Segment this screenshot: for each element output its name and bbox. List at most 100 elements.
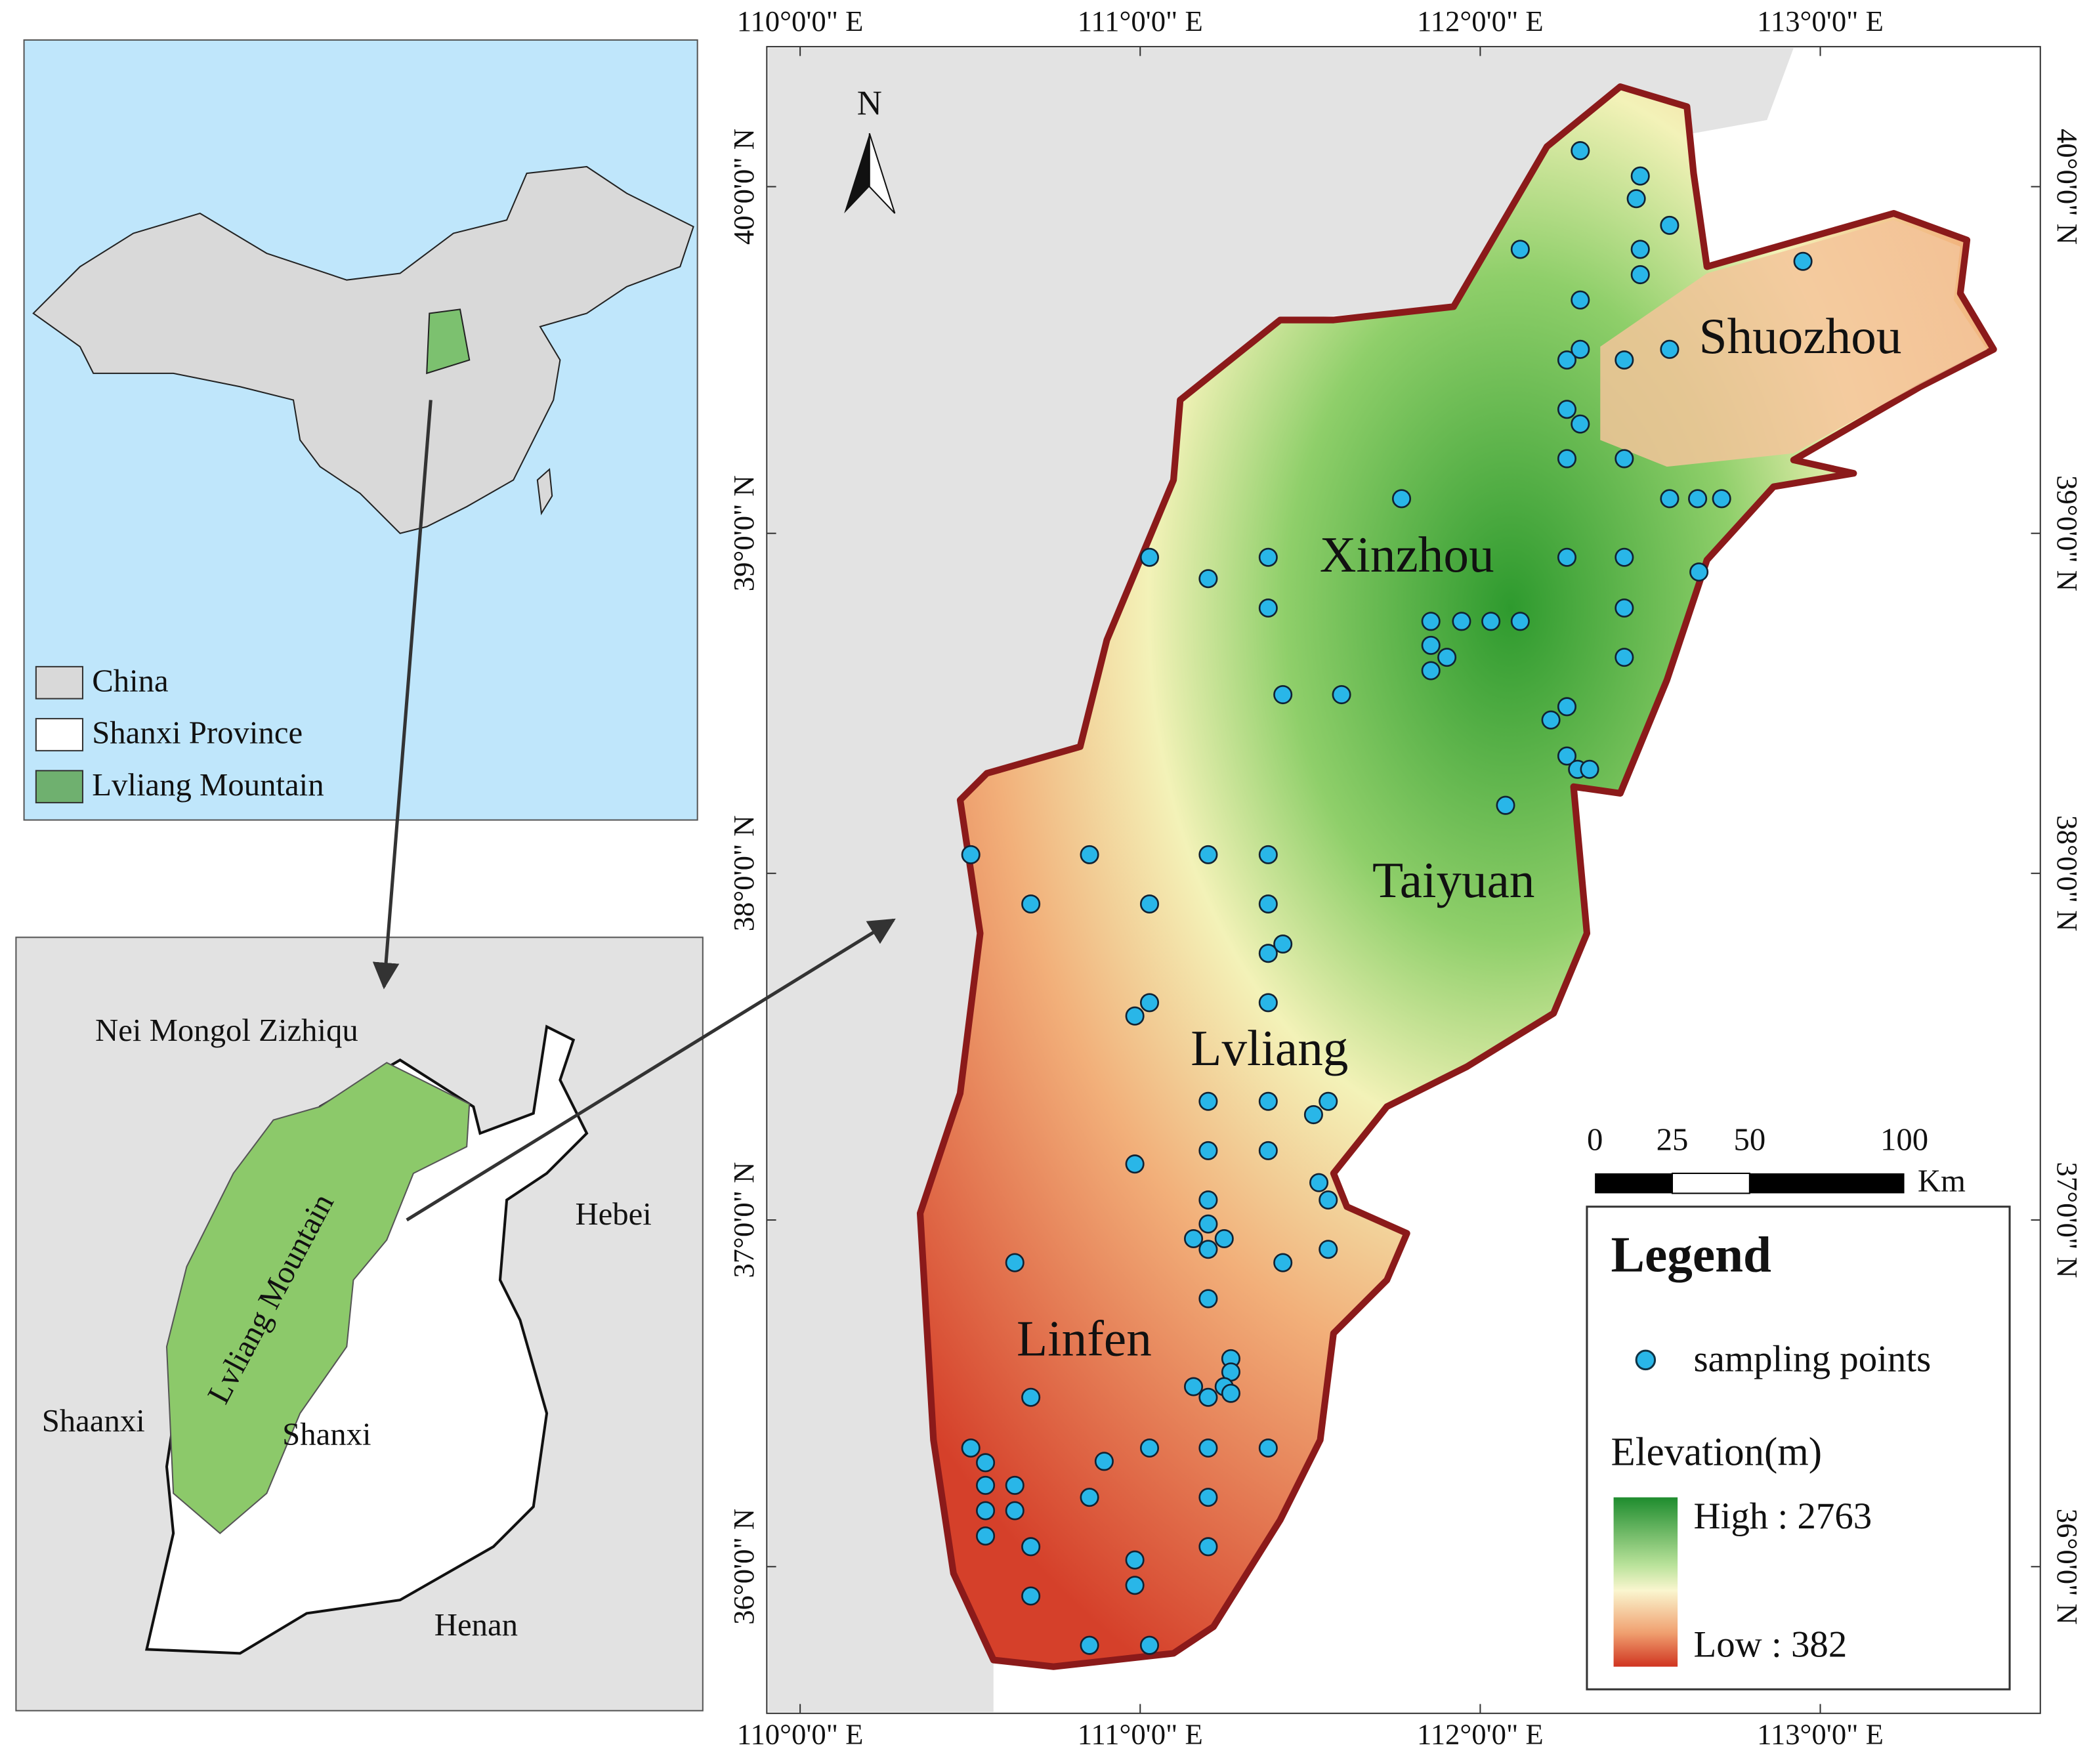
legend-text: Low : 382 [1693, 1624, 1847, 1665]
sampling-point [1258, 1141, 1278, 1160]
sampling-point [1125, 1576, 1145, 1595]
sampling-point [1557, 350, 1576, 370]
sampling-point [1139, 1635, 1160, 1655]
sampling-point [1332, 685, 1351, 705]
sampling-point [1660, 339, 1679, 359]
taiwan-shape [536, 468, 553, 516]
sampling-point [1139, 894, 1160, 914]
sampling-point [1125, 1550, 1145, 1570]
scale-unit: Km [1918, 1163, 1966, 1198]
city-label: Taiyuan [1372, 852, 1535, 908]
axis-label: 37°0'0" N [2051, 1162, 2084, 1278]
elevation-ramp [1613, 1497, 1678, 1667]
sampling-point [1021, 1537, 1041, 1557]
sampling-point [1615, 350, 1634, 370]
sampling-point [1198, 845, 1218, 864]
sampling-point [1221, 1383, 1240, 1403]
inset-legend-text: Shanxi Province [92, 715, 303, 751]
sampling-point [1626, 189, 1646, 209]
sampling-point [1437, 648, 1457, 667]
legend-swatch [35, 770, 83, 804]
sampling-point [1630, 240, 1650, 259]
sampling-point [1660, 489, 1679, 509]
region-label: Shaanxi [42, 1403, 145, 1438]
sampling-point [1198, 1387, 1218, 1407]
inset-legend-text: China [92, 663, 168, 698]
legend-point [1635, 1349, 1657, 1371]
sampling-point [1319, 1190, 1338, 1210]
axis-label: 39°0'0" N [2051, 475, 2084, 591]
legend-swatch [35, 665, 83, 700]
sampling-point [1258, 1438, 1278, 1458]
legend-title: Legend [1611, 1227, 1772, 1283]
sampling-point [1793, 251, 1813, 271]
sampling-point [1198, 1289, 1218, 1309]
scale-bar [1595, 1173, 1672, 1194]
axis-label: 112°0'0" E [1417, 1718, 1544, 1751]
sampling-point [1080, 845, 1099, 864]
sampling-point [1258, 894, 1278, 914]
neighbor-area [768, 48, 1794, 1712]
axis-label: 36°0'0" N [727, 1509, 760, 1625]
sampling-point [1510, 612, 1530, 631]
sampling-point [1021, 894, 1041, 914]
sampling-point [1005, 1253, 1024, 1272]
axis-label: 111°0'0" E [1078, 5, 1203, 37]
north-arrow [868, 133, 896, 214]
sampling-point [1615, 449, 1634, 469]
sampling-point [976, 1501, 996, 1521]
sampling-point [1125, 1006, 1145, 1026]
scale-label: 0 [1587, 1122, 1603, 1157]
sampling-point [1391, 489, 1412, 509]
sampling-point [1303, 1105, 1323, 1125]
lvliang-shape [165, 1062, 471, 1534]
sampling-point [1198, 1537, 1218, 1557]
sampling-point [1125, 1154, 1145, 1174]
axis-label: 111°0'0" E [1078, 1718, 1203, 1751]
axis-label: 110°0'0" E [737, 5, 864, 37]
axis-label: 39°0'0" N [727, 475, 760, 591]
sampling-point [1198, 1214, 1218, 1234]
sampling-point [976, 1475, 996, 1495]
sampling-point [1421, 635, 1441, 655]
sampling-point [1557, 400, 1576, 419]
sampling-point [1214, 1228, 1234, 1249]
sampling-point [1309, 1173, 1329, 1192]
study-area [916, 83, 1997, 1670]
sampling-point [1139, 1438, 1160, 1458]
sampling-point [1571, 339, 1590, 359]
sampling-point [1080, 1635, 1099, 1655]
sampling-point [1198, 569, 1218, 589]
sampling-point [1258, 845, 1278, 864]
sampling-point [1198, 1190, 1218, 1210]
sampling-point [1139, 993, 1160, 1013]
sampling-point [1258, 1091, 1278, 1111]
sampling-point [1689, 562, 1709, 582]
north-label: N [857, 85, 882, 123]
sampling-point [1080, 1488, 1099, 1507]
sampling-point [1541, 710, 1561, 730]
sampling-point [976, 1453, 996, 1473]
sampling-point [1615, 598, 1634, 618]
sampling-point [1712, 489, 1731, 509]
axis-label: 110°0'0" E [737, 1718, 864, 1751]
city-label: Linfen [1017, 1311, 1152, 1367]
axis-label: 112°0'0" E [1417, 5, 1544, 37]
sampling-point [1198, 1240, 1218, 1259]
sampling-point [1139, 547, 1160, 567]
sampling-point [1273, 685, 1293, 705]
sampling-point [1198, 1488, 1218, 1507]
shuozhou-basin [1600, 220, 1987, 467]
sampling-point [1258, 598, 1278, 618]
axis-label: 38°0'0" N [727, 815, 760, 931]
axis-label: 113°0'0" E [1757, 5, 1884, 37]
axis-label: 40°0'0" N [727, 129, 760, 245]
scale-label: 100 [1880, 1122, 1928, 1157]
sampling-point [1198, 1091, 1218, 1111]
sampling-point [1615, 648, 1634, 667]
sampling-point [1319, 1240, 1338, 1259]
city-label: Shuozhou [1699, 308, 1902, 364]
axis-label: 36°0'0" N [2051, 1509, 2084, 1625]
locator-arrow [406, 918, 896, 1222]
scale-label: 50 [1733, 1122, 1765, 1157]
